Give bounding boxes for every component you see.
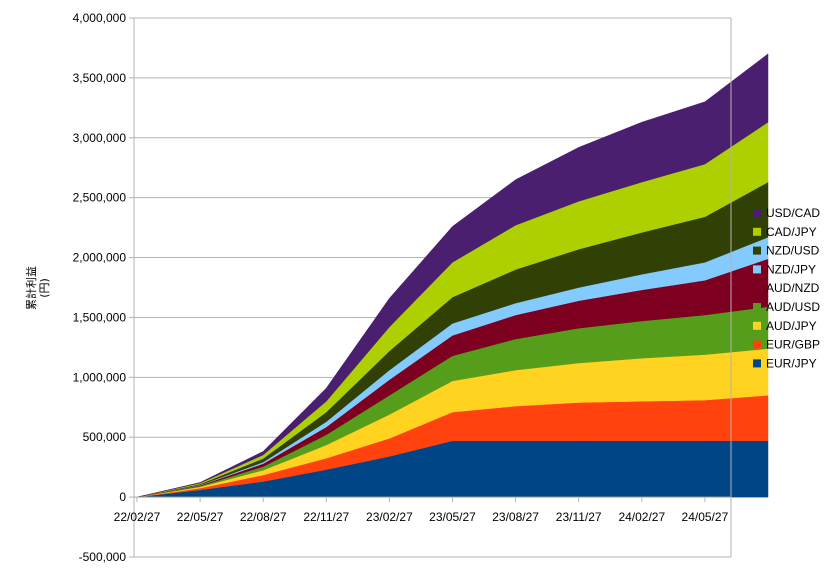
y-tick-label: 4,000,000 — [73, 11, 127, 25]
axes — [133, 18, 732, 557]
legend-swatch — [753, 359, 761, 368]
y-tick-label: 2,000,000 — [73, 251, 127, 265]
x-tick-label: 23/05/27 — [429, 510, 476, 524]
legend: USD/CAD CAD/JPY NZD/USD NZD/JPY AUD/NZD AUD/U… — [753, 206, 820, 370]
legend-label: AUD/USD — [766, 300, 820, 314]
y-tick-label: 3,500,000 — [73, 71, 127, 85]
x-tick-label: 23/02/27 — [366, 510, 413, 524]
area-series-usd-cad — [136, 53, 769, 498]
y-tick-label: 2,500,000 — [73, 191, 127, 205]
y-tick-label: 0 — [119, 490, 126, 504]
x-tick-label: 23/08/27 — [492, 510, 539, 524]
y-tick-label: 500,000 — [83, 430, 127, 444]
legend-label: AUD/JPY — [766, 319, 817, 333]
y-tick-label: 1,500,000 — [73, 310, 127, 324]
legend-label: CAD/JPY — [766, 225, 817, 239]
y-axis-label-line2: (円) — [38, 278, 51, 298]
legend-swatch — [753, 227, 761, 236]
legend-swatch — [753, 303, 761, 311]
legend-swatch — [753, 340, 761, 349]
y-tick-labels: -500,000 0 500,000 1,000,000 1,500,000 2,000,… — [73, 11, 127, 564]
x-tick-labels: 22/02/27 22/05/27 22/08/27 22/11/27 23/02/27… — [114, 510, 729, 524]
x-tick-label: 22/11/27 — [303, 510, 349, 524]
y-tick-label: 1,000,000 — [73, 370, 127, 384]
legend-swatch — [753, 246, 761, 255]
y-tick-label: 3,000,000 — [73, 131, 127, 145]
legend-label: EUR/GBP — [766, 338, 820, 352]
legend-swatch — [753, 265, 761, 274]
legend-label: EUR/JPY — [766, 356, 817, 370]
x-tick-label: 22/05/27 — [177, 510, 224, 524]
x-tick-label: 22/02/27 — [114, 510, 161, 524]
legend-swatch — [753, 321, 761, 330]
x-tick-label: 24/02/27 — [618, 510, 665, 524]
legend-swatch — [753, 209, 761, 217]
y-tick-label: -500,000 — [79, 550, 127, 564]
x-tick-label: 23/11/27 — [556, 510, 602, 524]
y-axis-label-line1: 累計利益 — [24, 266, 38, 310]
legend-label: AUD/NZD — [766, 281, 820, 295]
x-tick-label: 22/08/27 — [240, 510, 287, 524]
legend-label: USD/CAD — [766, 206, 820, 220]
legend-swatch — [753, 284, 761, 293]
series-areas — [136, 53, 769, 498]
legend-label: NZD/JPY — [766, 262, 816, 276]
legend-label: NZD/USD — [766, 244, 820, 258]
x-tick-label: 24/05/27 — [682, 510, 729, 524]
